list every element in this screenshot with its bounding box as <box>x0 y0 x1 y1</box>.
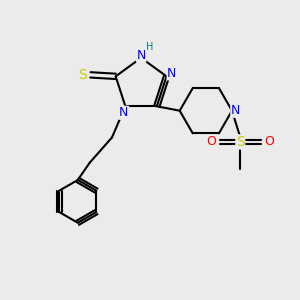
Text: N: N <box>231 104 240 117</box>
Text: N: N <box>119 106 129 119</box>
Text: S: S <box>236 135 245 149</box>
Text: H: H <box>146 43 153 52</box>
Text: S: S <box>78 68 86 82</box>
Text: N: N <box>136 49 146 62</box>
Text: O: O <box>264 135 274 148</box>
Text: O: O <box>206 135 216 148</box>
Text: N: N <box>167 67 177 80</box>
